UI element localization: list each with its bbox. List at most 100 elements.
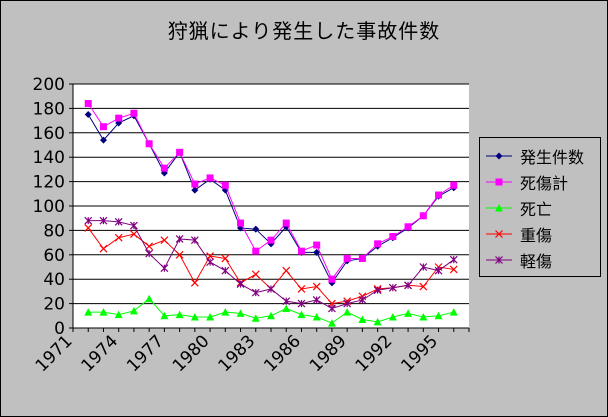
data-point bbox=[282, 219, 290, 227]
data-point bbox=[389, 233, 397, 240]
data-point bbox=[267, 285, 275, 293]
legend-swatch bbox=[484, 226, 514, 242]
y-tick-label: 140 bbox=[33, 148, 65, 168]
data-point bbox=[297, 247, 305, 255]
chart-title: 狩猟により発生した事故件数 bbox=[167, 19, 441, 43]
data-point bbox=[175, 310, 184, 319]
x-tick-label: 1977 bbox=[123, 331, 168, 376]
y-tick-label: 80 bbox=[43, 221, 65, 241]
data-point bbox=[190, 236, 199, 245]
data-point bbox=[419, 282, 428, 291]
data-point bbox=[435, 191, 443, 199]
data-point bbox=[449, 255, 458, 264]
data-point bbox=[221, 181, 229, 189]
data-point bbox=[358, 296, 367, 304]
data-point bbox=[176, 148, 184, 156]
data-point bbox=[129, 230, 138, 238]
data-point bbox=[206, 174, 214, 182]
data-point bbox=[129, 306, 138, 315]
data-point bbox=[373, 286, 382, 295]
data-point bbox=[419, 212, 427, 220]
data-point bbox=[84, 224, 93, 232]
series-3 bbox=[84, 294, 458, 327]
legend-marker bbox=[495, 152, 503, 160]
data-point bbox=[206, 258, 215, 267]
data-point bbox=[419, 263, 428, 271]
data-point bbox=[145, 140, 153, 148]
data-point bbox=[328, 275, 336, 283]
legend-label: 発生件数 bbox=[520, 148, 585, 167]
data-point bbox=[191, 180, 199, 188]
data-point bbox=[450, 181, 458, 189]
data-point bbox=[297, 285, 306, 293]
legend-swatch-graphic bbox=[486, 178, 512, 186]
data-point bbox=[449, 265, 458, 274]
x-tick-label: 1986 bbox=[260, 331, 305, 376]
legend-label: 軽傷 bbox=[520, 252, 553, 271]
data-point bbox=[358, 254, 366, 262]
data-point bbox=[84, 308, 93, 316]
data-point bbox=[191, 186, 199, 194]
data-point bbox=[343, 308, 352, 316]
data-point bbox=[145, 249, 154, 258]
legend-marker bbox=[495, 256, 503, 264]
legend-swatch-graphic bbox=[486, 204, 512, 212]
data-point bbox=[221, 266, 230, 275]
data-point bbox=[160, 311, 169, 320]
data-point bbox=[236, 309, 245, 317]
data-point bbox=[267, 311, 275, 320]
data-point bbox=[358, 315, 367, 323]
data-point bbox=[115, 114, 123, 122]
y-tick-label: 0 bbox=[54, 319, 65, 339]
y-tick-label: 180 bbox=[33, 99, 65, 119]
legend-item: 発生件数 bbox=[484, 143, 600, 169]
data-point bbox=[129, 221, 138, 230]
data-point bbox=[99, 308, 108, 316]
data-point bbox=[434, 311, 443, 320]
y-tick-label: 160 bbox=[33, 124, 65, 144]
legend-swatch-graphic bbox=[486, 152, 512, 160]
data-point bbox=[282, 304, 291, 312]
legend-item: 死傷計 bbox=[484, 169, 600, 195]
data-point bbox=[327, 319, 336, 327]
y-tick-label: 100 bbox=[33, 197, 65, 217]
legend-item: 重傷 bbox=[484, 221, 600, 247]
data-point bbox=[404, 309, 413, 317]
data-point bbox=[84, 100, 92, 108]
data-point bbox=[99, 123, 107, 131]
data-point bbox=[160, 236, 169, 245]
data-point bbox=[313, 241, 321, 249]
data-point bbox=[190, 313, 199, 321]
y-tick-label: 200 bbox=[33, 75, 65, 95]
data-point bbox=[84, 216, 93, 225]
data-point bbox=[419, 313, 428, 321]
data-point bbox=[312, 296, 321, 304]
data-point bbox=[175, 235, 184, 243]
x-tick-label: 1989 bbox=[306, 331, 351, 376]
data-point bbox=[190, 278, 199, 287]
data-point bbox=[404, 281, 413, 290]
x-tick-label: 1992 bbox=[352, 331, 397, 376]
data-point bbox=[114, 233, 123, 242]
legend-marker bbox=[495, 204, 503, 212]
x-tick-label: 1983 bbox=[215, 331, 260, 376]
data-point bbox=[160, 164, 168, 172]
legend-item: 死亡 bbox=[484, 195, 600, 221]
legend-swatch-graphic bbox=[486, 230, 512, 238]
data-point bbox=[114, 310, 123, 319]
data-point bbox=[297, 299, 306, 308]
x-tick-label: 1995 bbox=[397, 331, 442, 376]
data-point bbox=[282, 266, 291, 275]
legend-swatch bbox=[484, 148, 514, 164]
legend-marker bbox=[495, 230, 503, 238]
data-point bbox=[130, 109, 138, 117]
data-point bbox=[313, 248, 321, 256]
legend-swatch bbox=[484, 252, 514, 268]
data-point bbox=[175, 250, 184, 259]
data-point bbox=[282, 297, 291, 306]
data-point bbox=[388, 313, 397, 321]
data-point bbox=[99, 244, 108, 253]
data-point bbox=[327, 304, 336, 313]
